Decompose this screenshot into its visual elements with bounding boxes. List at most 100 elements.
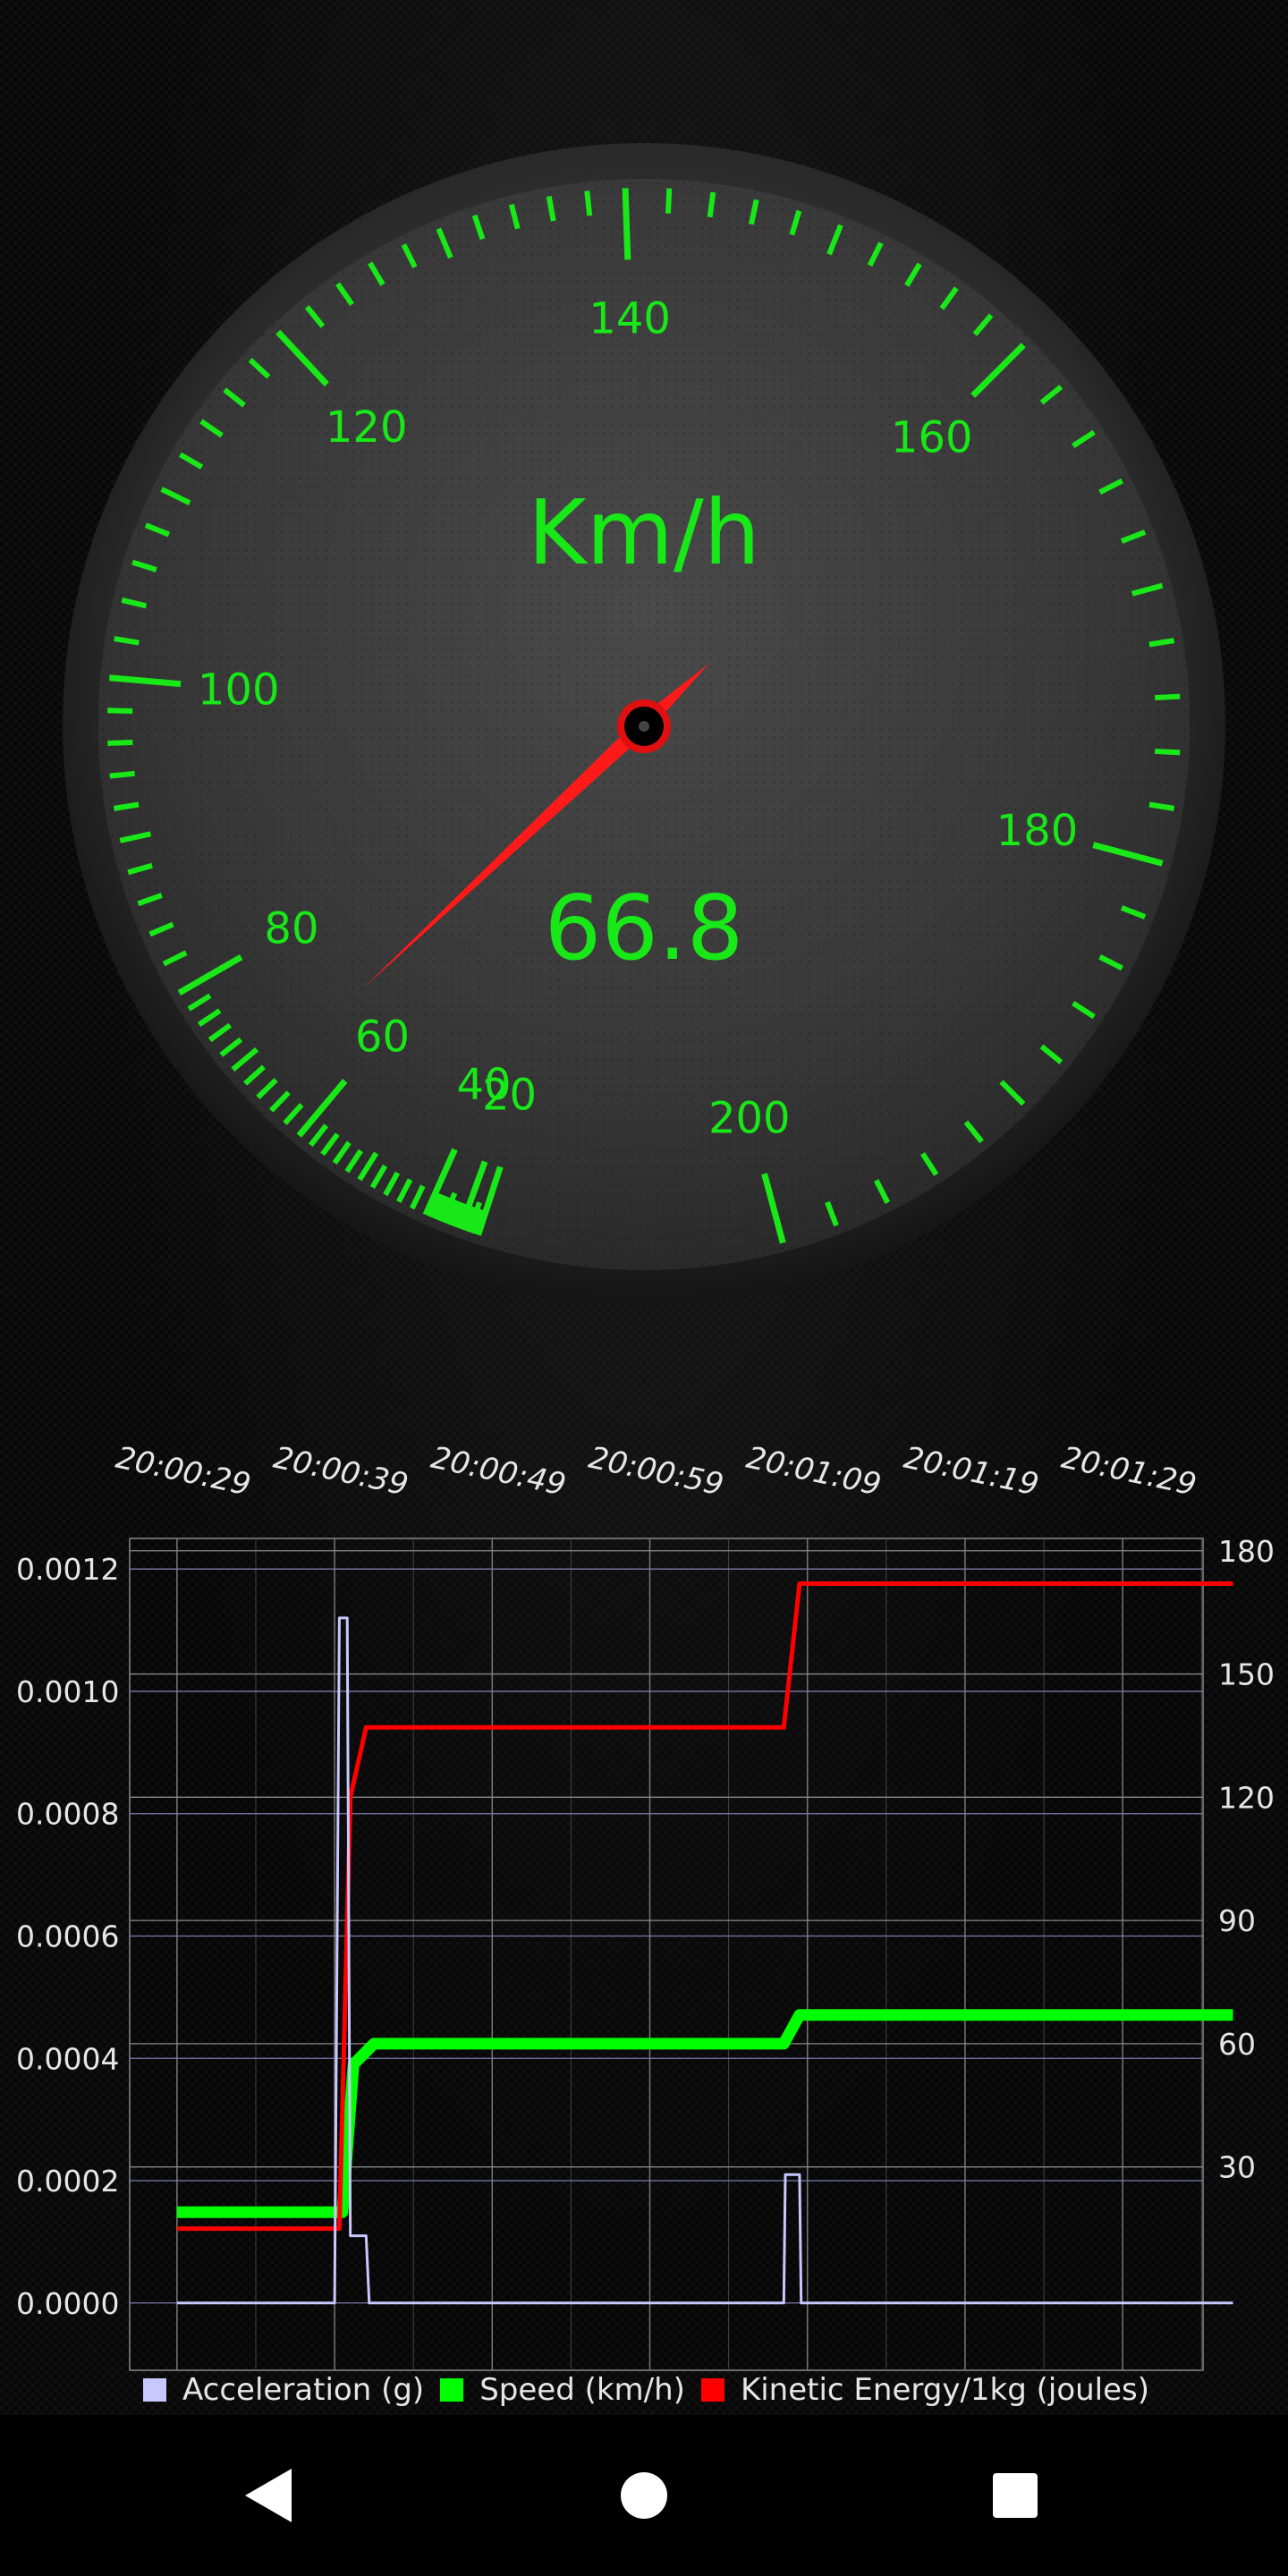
gauge-minor-tick [369,1164,388,1190]
gauge-minor-tick [219,1037,243,1057]
gauge-minor-tick [874,1179,891,1204]
chart-x-axis-time-labels: 20:00:29 20:00:39 20:00:49 20:00:59 20:01:09… [113,1440,1199,1504]
gauge-minor-tick [1155,693,1181,701]
gauge-minor-tick [332,1140,352,1165]
gauge-minor-tick [335,282,355,307]
gauge-minor-tick [436,1196,452,1222]
x-axis-time-label: 20:00:59 [586,1440,727,1504]
gauge-minor-tick [789,209,802,236]
x-axis-time-label: 20:01:09 [743,1440,885,1504]
gauge-major-tick [457,1160,488,1231]
gauge-minor-tick [1148,801,1175,811]
left-axis-tick-label: 0.0012 [16,1552,119,1587]
right-axis-tick-label: 30 [1218,2150,1256,2185]
gauge-label: 180 [996,806,1079,856]
gauge-minor-tick [433,1195,449,1221]
gauge-minor-tick [199,419,224,438]
gauge-minor-tick [1072,1001,1096,1020]
gauge-major-tick [275,329,329,387]
gauge-major-tick [1092,842,1164,867]
gauge-label: 20 [482,1070,537,1120]
gauge-minor-tick [748,199,759,225]
chart-right-axis-labels: 30 60 90 120 150 180 [1218,1534,1275,2185]
gauge-minor-tick [187,993,212,1012]
gauge-minor-tick [665,188,673,214]
legend-label-kinetic-energy: Kinetic Energy/1kg (joules) [740,2372,1150,2408]
gauge-minor-tick [344,1148,363,1174]
gauge-minor-tick [1155,748,1181,756]
gauge-minor-tick [107,708,133,715]
gauge-minor-tick [454,1203,469,1229]
gauge-major-tick [177,953,243,996]
legend-swatch-kinetic-energy [700,2378,724,2402]
right-axis-tick-label: 120 [1218,1780,1275,1815]
system-navigation-bar [0,2415,1288,2576]
left-axis-tick-label: 0.0004 [16,2041,119,2076]
gauge-minor-tick [178,452,204,470]
gauge-minor-tick [707,191,716,218]
left-axis-tick-label: 0.0008 [16,1797,119,1832]
gauge-minor-tick [447,1200,462,1226]
x-axis-time-label: 20:00:29 [113,1440,254,1504]
gauge-minor-tick [1039,385,1063,405]
sensor-line-chart: 20:00:29 20:00:39 20:00:49 20:00:59 20:01:09… [16,1440,1275,2371]
gauge-minor-tick [410,1184,426,1210]
gauge-minor-tick [248,358,271,379]
gauge-minor-tick [197,1008,222,1028]
gauge-minor-tick [131,559,157,572]
gauge-minor-tick [383,1171,401,1197]
gauge-minor-tick [368,261,386,286]
gauge-minor-tick [308,1123,329,1148]
gauge-minor-tick [148,921,174,937]
gauge-minor-tick [1098,478,1123,495]
gauge-minor-tick [243,1064,266,1086]
gauge-minor-tick [972,313,994,336]
gauge-minor-tick [1072,429,1096,448]
gauge-label: 200 [708,1093,791,1143]
legend-swatch-speed [440,2378,464,2402]
back-triangle-icon [245,2469,292,2522]
gauge-minor-tick [1148,638,1175,648]
legend-label-speed: Speed (km/h) [479,2372,685,2408]
gauge-hub-dot [639,721,649,732]
gauge-minor-tick [508,203,521,230]
gauge-label: 120 [326,402,408,453]
gauge-minor-tick [867,242,884,267]
gauge-minor-tick [114,636,140,646]
gauge-major-tick [108,674,182,688]
gauge-minor-tick [109,770,135,779]
legend-item-kinetic-energy: Kinetic Energy/1kg (joules) [700,2372,1150,2408]
home-circle-icon [621,2472,667,2519]
gauge-label: 80 [264,904,318,954]
recents-square-icon [993,2473,1038,2518]
gauge-minor-tick [939,286,959,310]
gauge-minor-tick [1120,530,1147,544]
x-axis-time-label: 20:00:49 [428,1440,569,1504]
gauge-minor-tick [269,1090,291,1113]
gauge-minor-tick [107,739,133,746]
gauge-tick-marks [107,188,1181,1244]
gauge-label: 160 [891,412,973,462]
right-axis-tick-label: 180 [1218,1534,1275,1569]
series-line-acceleration-g [176,1616,1233,2305]
gauge-minor-tick [546,195,556,222]
nav-recents-button[interactable] [926,2415,1105,2576]
nav-home-button[interactable] [555,2415,733,2576]
gauge-major-tick [296,1079,348,1138]
gauge-minor-tick [320,1132,340,1157]
chart-legend: Acceleration (g) Speed (km/h) Kinetic En… [143,2372,1165,2408]
legend-label-acceleration: Acceleration (g) [182,2372,425,2408]
series-line-kinetic-energy-1kg-joules [176,1581,1233,2232]
left-axis-tick-label: 0.0002 [16,2164,119,2199]
gauge-minor-tick [471,214,486,241]
nav-back-button[interactable] [179,2415,358,2576]
chart-grid [129,1538,1204,2371]
gauge-minor-tick [357,1151,379,1182]
gauge-minor-tick [1039,1044,1063,1064]
gauge-major-tick [970,343,1026,398]
gauge-major-tick [761,1173,786,1244]
gauge-minor-tick [1098,954,1123,971]
gauge-minor-tick [427,1191,442,1218]
x-axis-time-label: 20:00:39 [270,1440,411,1504]
